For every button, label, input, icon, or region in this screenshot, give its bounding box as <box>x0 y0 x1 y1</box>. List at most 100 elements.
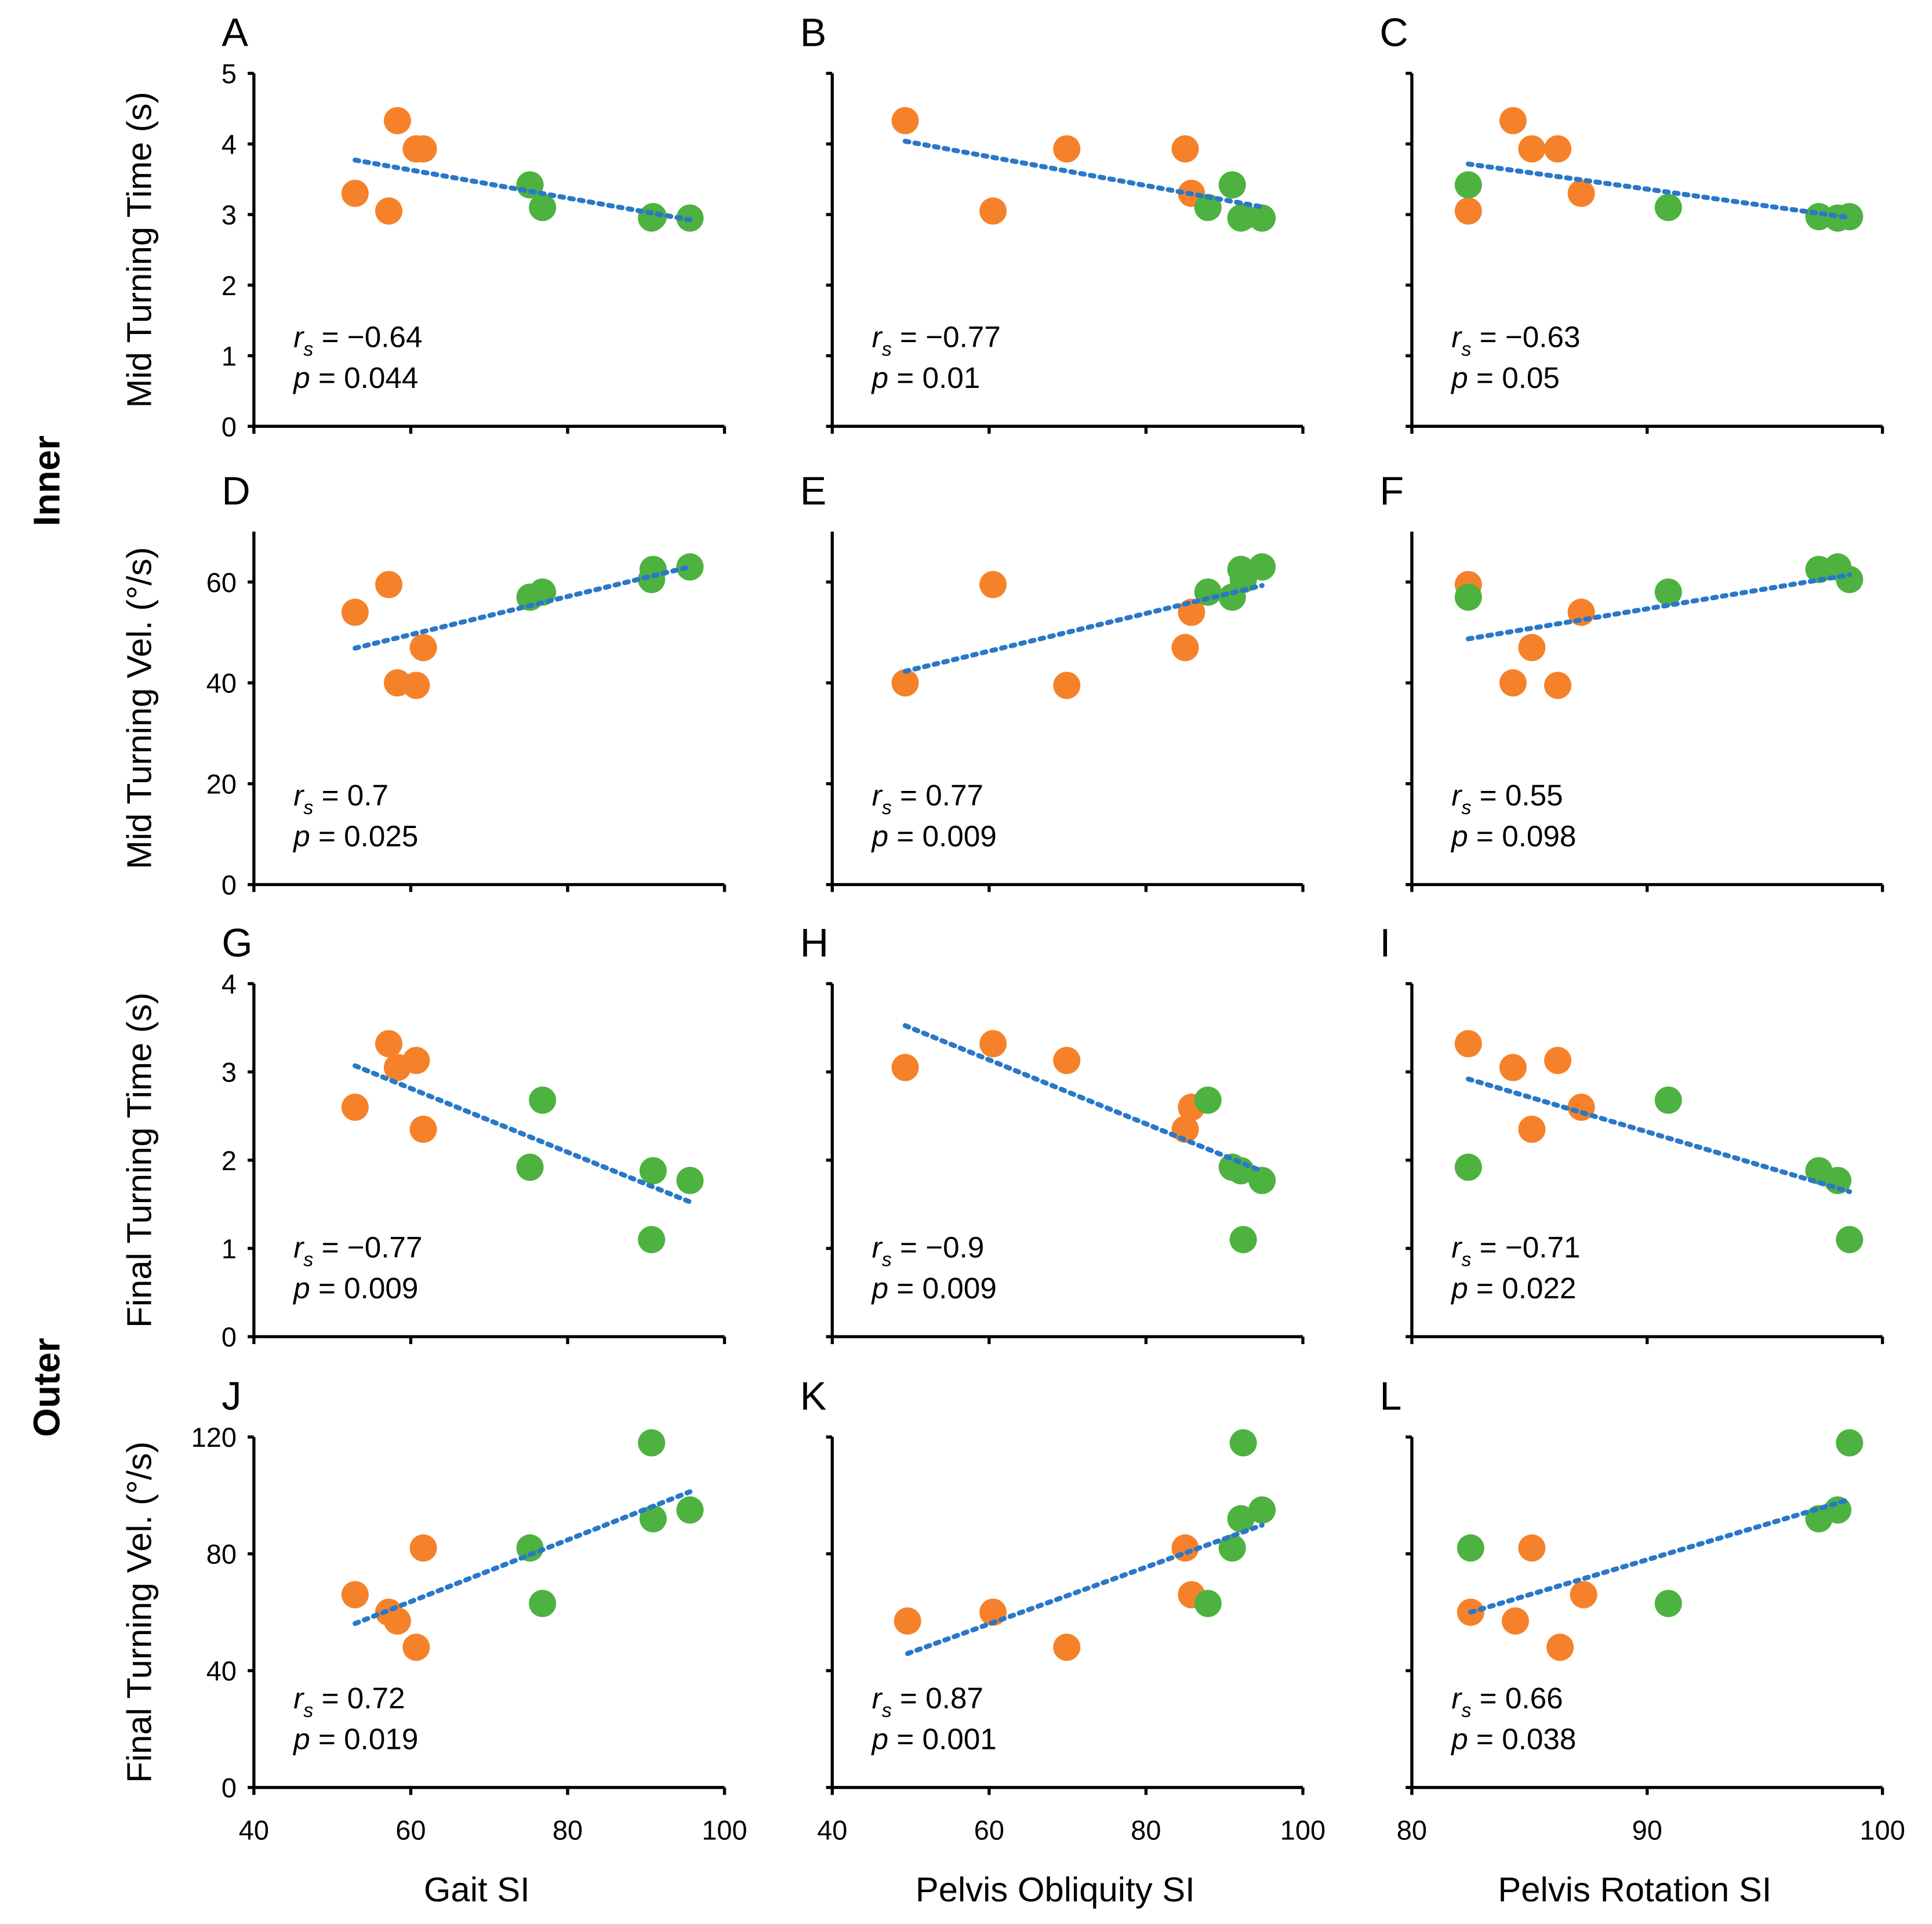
data-point-orange <box>891 1054 919 1081</box>
data-point-orange <box>1499 107 1527 135</box>
data-point-green <box>529 1589 557 1617</box>
x-tick-label: 40 <box>817 1814 847 1845</box>
trendline <box>1466 1076 1853 1195</box>
r-value: = −0.9 <box>892 1230 985 1264</box>
data-point-orange <box>979 197 1007 225</box>
panel-letter: B <box>800 11 827 55</box>
data-point-orange <box>1171 1115 1199 1143</box>
data-point-green <box>676 553 704 581</box>
r-symbol: r <box>872 779 883 812</box>
data-point-orange <box>894 1607 921 1635</box>
panel-c: Crs = −0.63p = 0.05 <box>1379 11 1884 434</box>
p-value: = 0.05 <box>1468 361 1560 394</box>
p-symbol: p <box>292 1272 310 1305</box>
r-value: = 0.55 <box>1471 779 1563 812</box>
data-point-green <box>1454 1153 1482 1181</box>
r-value: = −0.64 <box>313 321 422 354</box>
p-value: = 0.009 <box>310 1272 419 1305</box>
p-symbol: p <box>871 819 889 852</box>
panel-letter: C <box>1379 11 1408 55</box>
data-point-orange <box>341 598 369 626</box>
data-point-orange <box>1518 1115 1546 1143</box>
r-value: = 0.72 <box>313 1682 405 1715</box>
data-point-green <box>1194 194 1222 222</box>
data-point-orange <box>402 1047 430 1074</box>
data-point-green <box>1454 171 1482 199</box>
data-point-green <box>529 194 557 222</box>
r-subscript: s <box>1461 797 1471 819</box>
data-point-orange <box>1544 1047 1572 1074</box>
data-point-orange <box>375 1030 403 1058</box>
r-subscript: s <box>882 1248 892 1270</box>
row-group-label-outer: Outer <box>26 1338 68 1437</box>
r-symbol: r <box>293 1230 304 1264</box>
row-group-label-inner: Inner <box>26 435 68 527</box>
data-point-green <box>1248 553 1276 581</box>
p-value: = 0.01 <box>888 361 980 394</box>
data-point-green <box>1457 1534 1484 1562</box>
y-tick-label: 60 <box>206 567 237 598</box>
p-value-label: p = 0.025 <box>292 819 418 852</box>
y-tick-label: 3 <box>221 1057 237 1088</box>
data-point-orange <box>409 1534 437 1562</box>
data-point-orange <box>341 1581 369 1609</box>
x-tick-label: 80 <box>1397 1814 1427 1845</box>
r-symbol: r <box>1451 1230 1462 1264</box>
data-point-orange <box>383 107 411 135</box>
r-value: = −0.71 <box>1471 1230 1580 1264</box>
r-value: = 0.66 <box>1471 1682 1563 1715</box>
r-symbol: r <box>293 321 304 354</box>
data-point-orange <box>1518 1534 1546 1562</box>
spearman-r-label: rs = 0.77 <box>872 779 983 819</box>
data-point-orange <box>383 1607 411 1635</box>
trendline <box>902 583 1265 674</box>
y-tick-label: 0 <box>221 1773 237 1803</box>
spearman-r-label: rs = −0.77 <box>293 1230 422 1270</box>
data-point-green <box>1194 1589 1222 1617</box>
p-value-label: p = 0.05 <box>1450 361 1560 394</box>
trendline <box>902 1023 1265 1174</box>
x-tick-label: 90 <box>1632 1814 1662 1845</box>
data-point-orange <box>1518 135 1546 163</box>
p-value-label: p = 0.038 <box>1450 1722 1576 1755</box>
y-tick-label: 20 <box>206 769 237 800</box>
r-subscript: s <box>303 797 313 819</box>
r-symbol: r <box>293 779 304 812</box>
data-point-orange <box>1570 1581 1597 1609</box>
data-point-orange <box>1544 671 1572 699</box>
data-point-orange <box>891 669 919 697</box>
p-symbol: p <box>292 1722 310 1755</box>
x-axis-label: Pelvis Rotation SI <box>1498 1870 1771 1909</box>
p-value: = 0.025 <box>310 819 419 852</box>
spearman-r-label: rs = −0.64 <box>293 321 422 361</box>
data-point-green <box>1836 203 1864 231</box>
data-point-green <box>1229 1429 1257 1457</box>
panel-letter: K <box>800 1374 827 1418</box>
y-tick-label: 0 <box>221 870 237 901</box>
panel-letter: F <box>1379 469 1404 513</box>
trendline <box>353 564 693 651</box>
data-point-orange <box>375 197 403 225</box>
p-value: = 0.098 <box>1468 819 1577 852</box>
data-point-green <box>1836 1226 1864 1254</box>
data-point-orange <box>409 634 437 662</box>
r-subscript: s <box>1461 1700 1471 1722</box>
x-tick-label: 100 <box>1280 1814 1325 1845</box>
p-value-label: p = 0.01 <box>871 361 980 394</box>
data-point-green <box>639 1505 667 1533</box>
p-value-label: p = 0.044 <box>292 361 418 394</box>
p-value: = 0.044 <box>310 361 419 394</box>
y-tick-label: 4 <box>221 129 237 159</box>
r-subscript: s <box>1461 338 1471 360</box>
y-tick-label: 1 <box>221 341 237 372</box>
r-subscript: s <box>1461 1248 1471 1270</box>
p-value: = 0.009 <box>888 819 997 852</box>
data-point-orange <box>979 571 1007 598</box>
r-value: = 0.87 <box>892 1682 983 1715</box>
y-tick-label: 40 <box>206 668 237 699</box>
data-point-orange <box>1546 1633 1574 1661</box>
